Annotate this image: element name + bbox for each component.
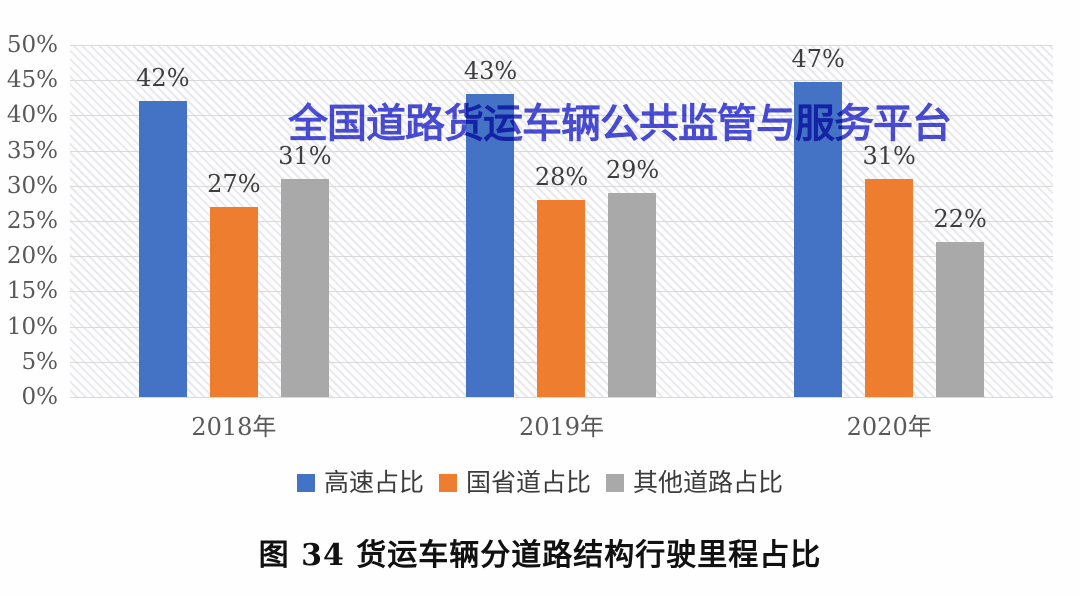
bar-value-label: 27% bbox=[207, 169, 261, 198]
y-tick-label: 35% bbox=[6, 137, 58, 164]
legend-swatch-icon bbox=[296, 474, 315, 492]
bar-value-label: 43% bbox=[463, 57, 518, 86]
legend-item: 国省道占比 bbox=[438, 468, 591, 498]
bar bbox=[865, 178, 914, 397]
gridline bbox=[70, 115, 1053, 117]
bar bbox=[138, 101, 187, 397]
legend-item: 其他道路占比 bbox=[606, 468, 783, 498]
y-tick-label: 30% bbox=[6, 172, 58, 199]
gridline bbox=[70, 397, 1053, 398]
bar-cell: 42% bbox=[136, 45, 190, 397]
bar bbox=[209, 206, 258, 397]
bar-cell: 22% bbox=[933, 45, 987, 397]
bar bbox=[608, 192, 657, 397]
y-tick-label: 0% bbox=[21, 384, 59, 410]
legend: 高速占比 国省道占比 其他道路占比 bbox=[0, 468, 1080, 498]
gridline bbox=[70, 80, 1053, 82]
bar bbox=[794, 82, 843, 397]
legend-item: 高速占比 bbox=[296, 468, 424, 498]
y-tick-label: 25% bbox=[6, 208, 58, 234]
gridline bbox=[70, 150, 1053, 152]
bar bbox=[280, 178, 329, 397]
gridline bbox=[70, 45, 1053, 46]
bar-value-label: 28% bbox=[534, 162, 589, 191]
bar-cell: 27% bbox=[207, 45, 261, 397]
bar-cell: 28% bbox=[534, 45, 589, 397]
bar bbox=[936, 242, 985, 397]
bar-cell: 31% bbox=[862, 45, 916, 397]
bar bbox=[537, 199, 586, 397]
bar-group: 42% 27% 31% bbox=[70, 45, 398, 397]
bar-value-label: 22% bbox=[933, 205, 987, 234]
bar-value-label: 47% bbox=[791, 45, 845, 73]
figure-caption: 图 34 货运车辆分道路结构行驶里程占比 bbox=[258, 538, 822, 573]
bar-value-label: 42% bbox=[136, 64, 190, 93]
legend-label: 国省道占比 bbox=[465, 468, 591, 497]
gridline bbox=[70, 185, 1053, 187]
x-tick-label: 2020年 bbox=[846, 413, 932, 441]
y-axis: 0% 5% 10% 15% 20% 25% 30% 35% 40% 45% 50% bbox=[0, 32, 59, 410]
x-axis: 2018年 2019年 2020年 bbox=[70, 404, 1053, 442]
bar-group: 43% 28% 29% bbox=[398, 45, 726, 397]
y-tick-label: 45% bbox=[6, 67, 58, 94]
plot-area: 42% 27% 31% 43% 28% 29% 47% 31% 22% 全国道路货运车辆公共监管… bbox=[70, 45, 1053, 398]
legend-swatch-icon bbox=[606, 474, 624, 492]
bar-value-label: 31% bbox=[862, 141, 916, 170]
legend-label: 高速占比 bbox=[323, 468, 424, 497]
y-tick-label: 5% bbox=[21, 348, 59, 375]
y-tick-label: 40% bbox=[6, 102, 58, 129]
bar-cell: 31% bbox=[278, 45, 332, 397]
bar bbox=[466, 94, 515, 397]
bar-cell: 29% bbox=[605, 45, 660, 397]
bar-value-label: 29% bbox=[605, 155, 660, 184]
y-tick-label: 50% bbox=[6, 32, 58, 58]
y-tick-label: 15% bbox=[6, 278, 58, 305]
legend-swatch-icon bbox=[438, 474, 457, 492]
bar-group: 47% 31% 22% bbox=[725, 45, 1053, 397]
bar-cell: 43% bbox=[463, 45, 518, 397]
x-tick-label: 2018年 bbox=[191, 413, 277, 441]
x-tick-label: 2019年 bbox=[518, 413, 605, 441]
y-tick-label: 20% bbox=[6, 243, 58, 270]
bar-cell: 47% bbox=[791, 45, 845, 397]
watermark-text: 全国道路货运车辆公共监管与服务平台 bbox=[288, 101, 952, 147]
y-tick-label: 10% bbox=[6, 313, 58, 340]
bar-value-label: 31% bbox=[278, 141, 332, 170]
legend-label: 其他道路占比 bbox=[633, 468, 784, 497]
